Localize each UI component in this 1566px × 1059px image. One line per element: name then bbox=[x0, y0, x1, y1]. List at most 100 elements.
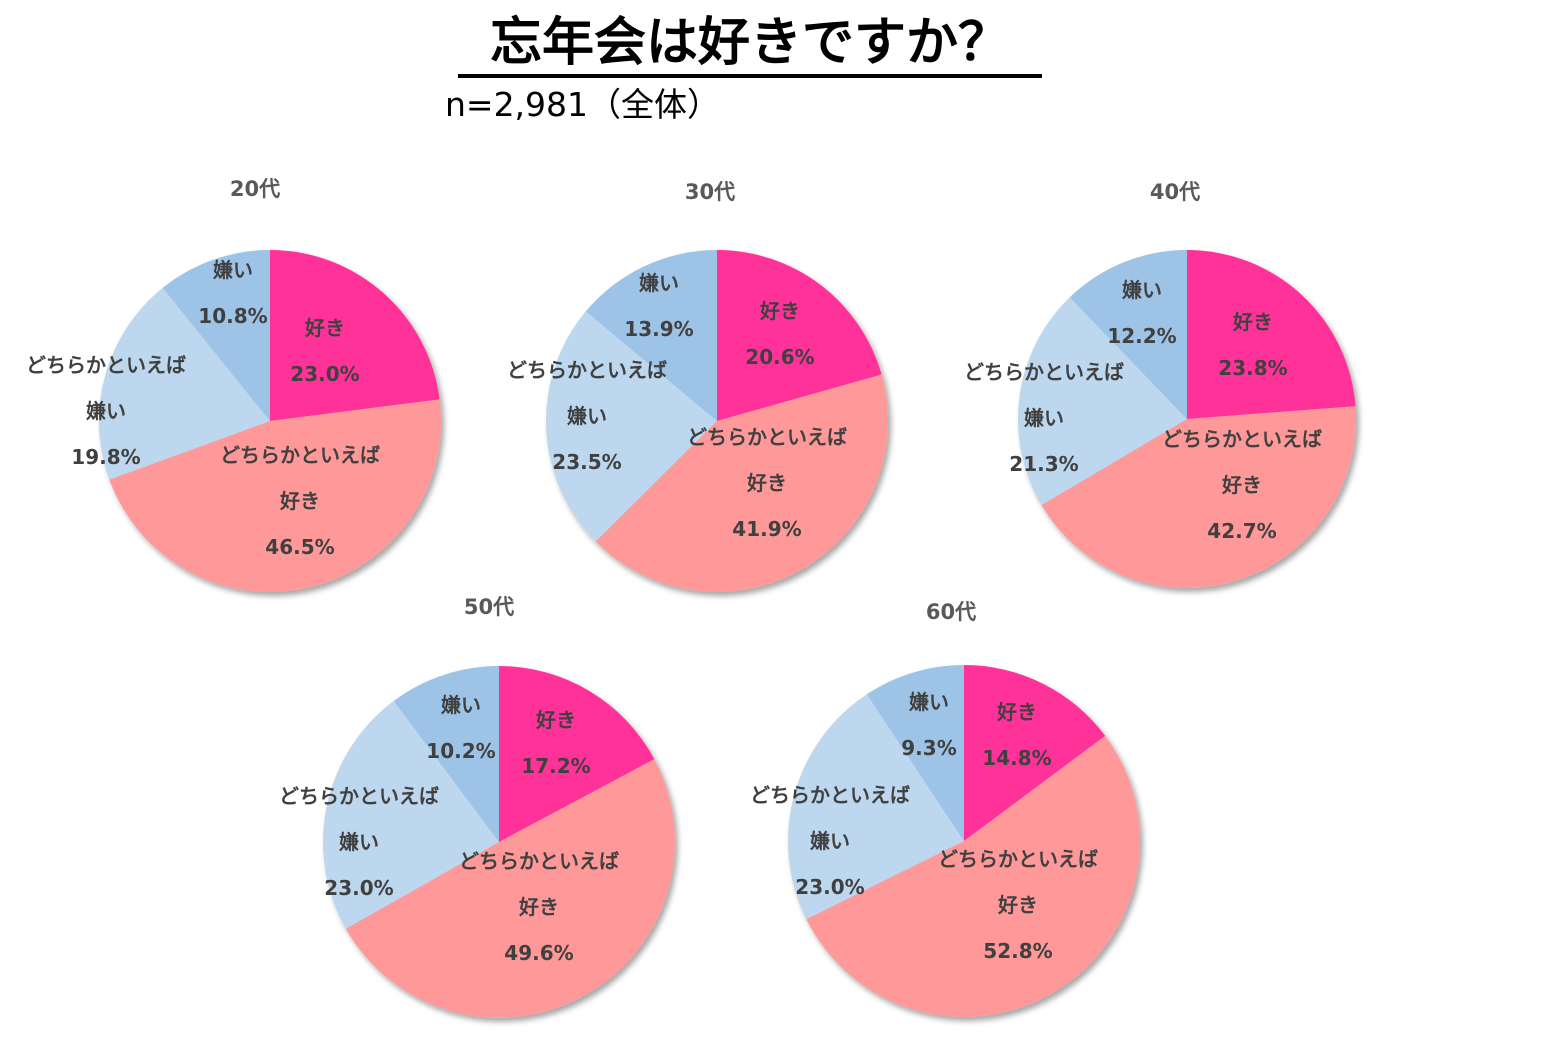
slice-category-label: 嫌い bbox=[86, 399, 126, 423]
slice-category-label: どちらかといえば bbox=[687, 425, 847, 449]
slice-category-label: どちらかといえば bbox=[1162, 427, 1322, 451]
slice-label: 好き 17.2% bbox=[521, 708, 590, 778]
pie-title: 40代 bbox=[1150, 180, 1200, 204]
slice-category-label: 好き bbox=[1221, 473, 1262, 497]
pie-slice bbox=[1041, 406, 1357, 589]
slice-label: どちらかといえば嫌い 23.0% bbox=[750, 783, 910, 899]
page-subtitle: n=2,981（全体） bbox=[445, 85, 721, 124]
slice-category-label: 嫌い bbox=[810, 829, 850, 853]
pie-slice bbox=[162, 250, 270, 421]
pie-slice bbox=[866, 665, 964, 841]
slice-value-label: 42.7% bbox=[1207, 519, 1276, 543]
slice-label: どちらかといえば好き 46.5% bbox=[220, 443, 380, 559]
slice-value-label: 12.2% bbox=[1107, 324, 1176, 348]
pie-slice bbox=[717, 250, 882, 421]
slice-value-label: 10.8% bbox=[198, 304, 267, 328]
title-underline bbox=[458, 74, 1042, 78]
slice-category-label: 好き bbox=[996, 700, 1037, 724]
slice-label: どちらかといえば嫌い 23.5% bbox=[507, 358, 667, 474]
slice-category-label: 好き bbox=[1232, 310, 1273, 334]
slice-value-label: 19.8% bbox=[71, 445, 140, 469]
pie-slice bbox=[270, 250, 440, 421]
pie-title: 60代 bbox=[926, 600, 976, 624]
pie-slice bbox=[545, 311, 717, 542]
slice-value-label: 23.0% bbox=[795, 875, 864, 899]
pie-title: 50代 bbox=[464, 595, 514, 619]
slice-category-label: 嫌い bbox=[213, 258, 253, 282]
slice-value-label: 23.5% bbox=[552, 450, 621, 474]
page-title: 忘年会は好きですか？ bbox=[489, 13, 1010, 73]
slice-category-label: 嫌い bbox=[639, 271, 679, 295]
pie-slice bbox=[964, 665, 1106, 841]
pie-slice bbox=[787, 694, 964, 920]
slice-category-label: 嫌い bbox=[441, 693, 481, 717]
slice-value-label: 46.5% bbox=[265, 535, 334, 559]
pie-slice bbox=[109, 399, 442, 593]
pie-slice bbox=[585, 249, 717, 421]
slice-label: どちらかといえば嫌い 19.8% bbox=[26, 353, 186, 469]
slice-category-label: 好き bbox=[535, 708, 576, 732]
pie-slice bbox=[393, 666, 499, 842]
slice-value-label: 21.3% bbox=[1009, 452, 1078, 476]
slice-category-label: 好き bbox=[304, 316, 345, 340]
slice-category-label: どちらかといえば bbox=[964, 360, 1124, 384]
slice-label: どちらかといえば好き 41.9% bbox=[687, 425, 847, 541]
slice-label: 好き 20.6% bbox=[745, 299, 814, 369]
pie-slice bbox=[1069, 250, 1187, 419]
slice-value-label: 23.8% bbox=[1218, 356, 1287, 380]
slice-category-label: 嫌い bbox=[1024, 406, 1064, 430]
pie-title: 20代 bbox=[230, 177, 280, 201]
slice-value-label: 10.2% bbox=[426, 739, 495, 763]
pie-slice bbox=[345, 759, 675, 1018]
slice-label: 嫌い 9.3% bbox=[901, 690, 956, 760]
pie-slice bbox=[806, 735, 1141, 1018]
slice-category-label: 嫌い bbox=[567, 404, 607, 428]
slice-category-label: 好き bbox=[279, 489, 320, 513]
slice-category-label: 好き bbox=[759, 299, 800, 323]
pie-slices bbox=[1017, 250, 1357, 589]
pie-slices bbox=[323, 666, 675, 1018]
pie-slices bbox=[545, 249, 889, 593]
slice-value-label: 49.6% bbox=[504, 941, 573, 965]
slice-value-label: 20.6% bbox=[745, 345, 814, 369]
slice-label: どちらかといえば嫌い 21.3% bbox=[964, 360, 1124, 476]
slice-value-label: 9.3% bbox=[901, 736, 956, 760]
pie-slice bbox=[98, 287, 270, 480]
slice-value-label: 23.0% bbox=[290, 362, 359, 386]
pie-slice bbox=[1187, 250, 1356, 419]
pie-title: 30代 bbox=[685, 180, 735, 204]
slice-label: 好き 23.8% bbox=[1218, 310, 1287, 380]
slice-label: 好き 14.8% bbox=[982, 700, 1051, 770]
slice-value-label: 17.2% bbox=[521, 754, 590, 778]
pie-slice bbox=[1017, 297, 1187, 506]
slice-category-label: 嫌い bbox=[909, 690, 949, 714]
slice-category-label: どちらかといえば bbox=[459, 849, 619, 873]
slice-category-label: どちらかといえば bbox=[220, 443, 380, 467]
pie-slice bbox=[595, 374, 889, 593]
slice-category-label: 好き bbox=[746, 471, 787, 495]
slice-label: どちらかといえば好き 42.7% bbox=[1162, 427, 1322, 543]
pie-slice bbox=[323, 700, 499, 929]
slice-category-label: 嫌い bbox=[1122, 278, 1162, 302]
slice-category-label: どちらかといえば bbox=[507, 358, 667, 382]
slice-category-label: 嫌い bbox=[339, 830, 379, 854]
slice-category-label: どちらかといえば bbox=[938, 847, 1098, 871]
slice-label: どちらかといえば好き 52.8% bbox=[938, 847, 1098, 963]
slice-value-label: 13.9% bbox=[624, 317, 693, 341]
slice-category-label: どちらかといえば bbox=[26, 353, 186, 377]
slice-label: 嫌い 10.8% bbox=[198, 258, 267, 328]
slice-category-label: どちらかといえば bbox=[279, 784, 439, 808]
pie-slices bbox=[98, 250, 442, 593]
slice-label: 嫌い 10.2% bbox=[426, 693, 495, 763]
pie-slice bbox=[499, 666, 655, 842]
slice-category-label: 好き bbox=[518, 895, 559, 919]
slice-value-label: 41.9% bbox=[732, 517, 801, 541]
slice-value-label: 52.8% bbox=[983, 939, 1052, 963]
slice-value-label: 14.8% bbox=[982, 746, 1051, 770]
